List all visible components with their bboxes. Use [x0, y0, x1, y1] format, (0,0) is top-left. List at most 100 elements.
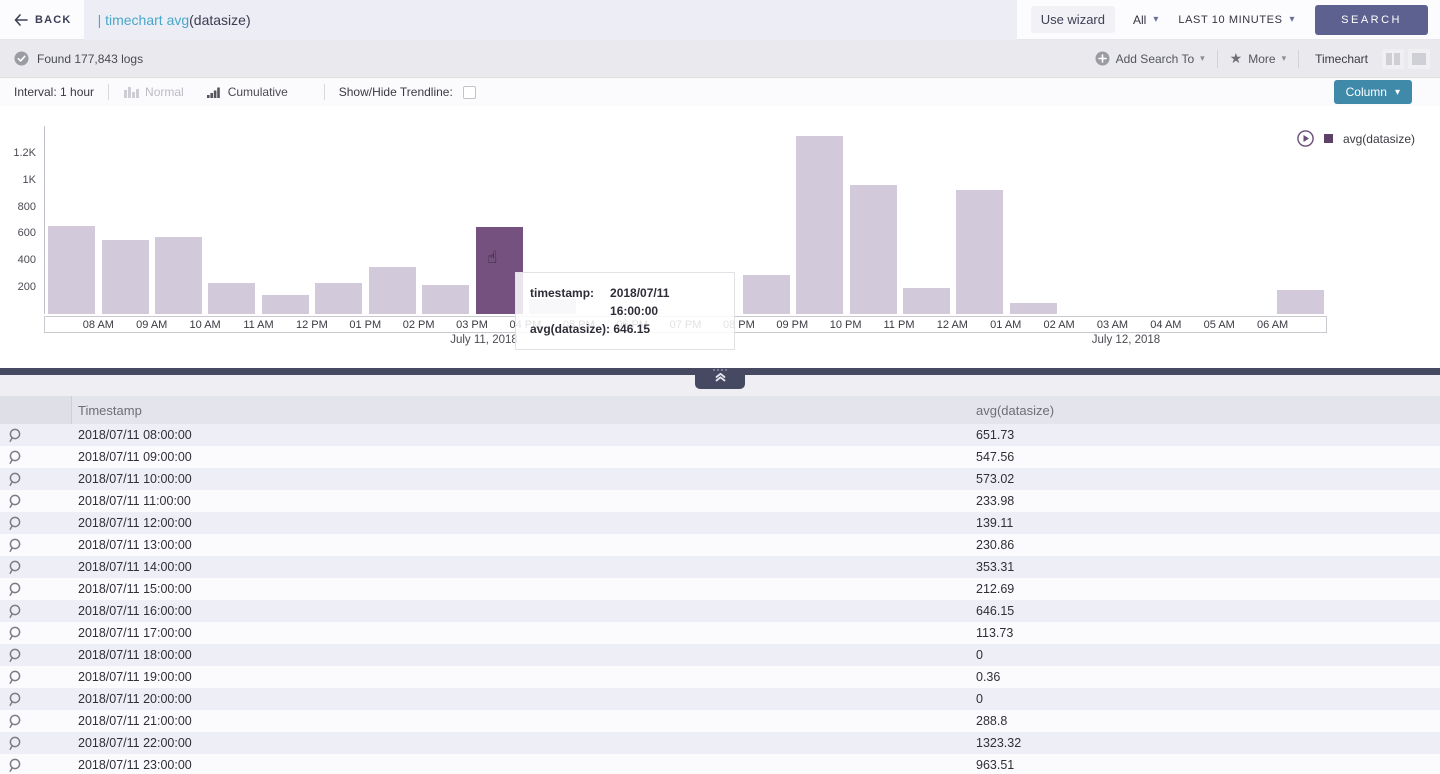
grip-dots-icon: [713, 369, 727, 371]
full-view-toggle[interactable]: [1408, 48, 1430, 69]
column-bar[interactable]: [315, 283, 363, 314]
normal-mode-button[interactable]: Normal: [123, 85, 184, 99]
row-search-button[interactable]: [0, 516, 72, 531]
timestamp-cell: 2018/07/11 22:00:00: [78, 736, 192, 750]
bar-slot: [366, 126, 419, 314]
split-view-toggle[interactable]: [1382, 48, 1404, 69]
table-row: 2018/07/11 16:00:00 646.15: [0, 600, 1440, 622]
table-row: 2018/07/11 11:00:00 233.98: [0, 490, 1440, 512]
normal-bars-icon: [123, 86, 140, 99]
x-axis-tick: 06 AM: [1257, 319, 1289, 331]
row-search-button[interactable]: [0, 648, 72, 663]
row-search-button[interactable]: [0, 626, 72, 641]
table-body: 2018/07/11 08:00:00 651.73 2018/07/11 09:0…: [0, 424, 1440, 774]
column-bar[interactable]: [208, 282, 256, 314]
magnifier-icon: [8, 692, 22, 707]
tooltip-value: 646.15: [613, 322, 651, 336]
timestamp-cell: 2018/07/11 11:00:00: [78, 494, 191, 508]
bar-slot: [419, 126, 472, 314]
timestamp-cell: 2018/07/11 23:00:00: [78, 758, 192, 772]
bar-slot: [739, 126, 792, 314]
row-search-button[interactable]: [0, 604, 72, 619]
bar-slot: [205, 126, 258, 314]
cumulative-bars-icon: [206, 86, 222, 99]
value-cell: 963.51: [976, 758, 1015, 772]
column-bar[interactable]: [742, 275, 790, 314]
chart-legend: avg(datasize): [1297, 130, 1415, 147]
bar-slot: [98, 126, 151, 314]
chart-type-value: Column: [1345, 85, 1387, 99]
date-label: July 12, 2018: [1091, 334, 1161, 346]
timestamp-cell: 2018/07/11 17:00:00: [78, 626, 192, 640]
x-axis-tick: 10 PM: [829, 319, 862, 331]
column-bar[interactable]: [368, 266, 416, 314]
row-search-button[interactable]: [0, 670, 72, 685]
row-search-button[interactable]: [0, 472, 72, 487]
value-cell: 230.86: [976, 538, 1015, 552]
column-bar[interactable]: [849, 184, 897, 314]
x-axis-tick: 05 AM: [1203, 319, 1235, 331]
bar-slot: [900, 126, 953, 314]
table-row: 2018/07/11 19:00:00 0.36: [0, 666, 1440, 688]
legend-swatch: [1323, 134, 1333, 143]
column-bar[interactable]: [101, 240, 149, 314]
row-search-button[interactable]: [0, 560, 72, 575]
magnifier-icon: [8, 516, 22, 531]
date-label: July 11, 2018: [450, 334, 518, 346]
value-cell: 651.73: [976, 428, 1015, 442]
play-circle-icon[interactable]: [1297, 130, 1314, 147]
row-search-button[interactable]: [0, 428, 72, 443]
row-search-button[interactable]: [0, 692, 72, 707]
row-search-button[interactable]: [0, 582, 72, 597]
row-search-button[interactable]: [0, 714, 72, 729]
column-bar[interactable]: [155, 237, 203, 314]
add-search-to-menu[interactable]: Add Search To ▾: [1083, 51, 1217, 66]
value-cell: 1323.32: [976, 736, 1022, 750]
search-query-input[interactable]: | timechart avg (datasize): [83, 0, 1017, 40]
cumulative-mode-button[interactable]: Cumulative: [206, 85, 288, 99]
results-toolbar: Found 177,843 logs Add Search To ▾ ★ Mor…: [0, 40, 1440, 78]
time-range-dropdown[interactable]: LAST 10 MINUTES ▾: [1178, 14, 1295, 26]
more-menu[interactable]: ★ More ▾: [1218, 51, 1298, 67]
back-label: BACK: [35, 13, 72, 26]
column-bar[interactable]: [48, 226, 96, 314]
row-search-button[interactable]: [0, 758, 72, 773]
scope-dropdown[interactable]: All ▾: [1133, 13, 1158, 27]
column-bar[interactable]: [956, 190, 1004, 314]
column-bar[interactable]: [1276, 289, 1324, 314]
collapse-chart-handle[interactable]: [695, 368, 745, 389]
column-bar[interactable]: [422, 285, 470, 314]
back-button[interactable]: BACK: [14, 14, 72, 26]
row-search-button[interactable]: [0, 450, 72, 465]
column-bar[interactable]: [261, 295, 309, 314]
column-bar-highlighted[interactable]: [475, 227, 523, 314]
search-button[interactable]: SEARCH: [1315, 4, 1428, 35]
bar-slot: [1274, 126, 1327, 314]
column-bar[interactable]: [902, 287, 950, 314]
column-bar[interactable]: [1009, 303, 1057, 314]
timestamp-cell: 2018/07/11 15:00:00: [78, 582, 192, 596]
use-wizard-button[interactable]: Use wizard: [1030, 6, 1115, 33]
check-circle-icon: [14, 51, 29, 66]
trendline-checkbox[interactable]: [462, 85, 476, 99]
chevron-down-icon: ▾: [1281, 53, 1287, 63]
timestamp-cell: 2018/07/11 19:00:00: [78, 670, 192, 684]
column-bar[interactable]: [796, 136, 844, 314]
x-axis-tick: 03 AM: [1096, 319, 1129, 331]
row-search-button[interactable]: [0, 494, 72, 509]
cursor-hand-icon: ☝: [487, 248, 498, 268]
plus-circle-icon: [1095, 51, 1110, 66]
x-axis-tick: 08 AM: [82, 319, 114, 331]
cumulative-label: Cumulative: [227, 85, 288, 99]
value-cell: 113.73: [976, 626, 1014, 640]
row-search-button[interactable]: [0, 538, 72, 553]
chart-type-dropdown[interactable]: Column ▾: [1333, 80, 1412, 104]
header-icon-column: [0, 396, 72, 424]
y-axis-tick: 200: [17, 281, 36, 294]
bar-slot: [953, 126, 1006, 314]
add-search-to-label: Add Search To: [1115, 51, 1195, 66]
row-search-button[interactable]: [0, 736, 72, 751]
bar-slot: [846, 126, 899, 314]
value-cell: 353.31: [976, 560, 1015, 574]
value-cell: 573.02: [976, 472, 1015, 486]
